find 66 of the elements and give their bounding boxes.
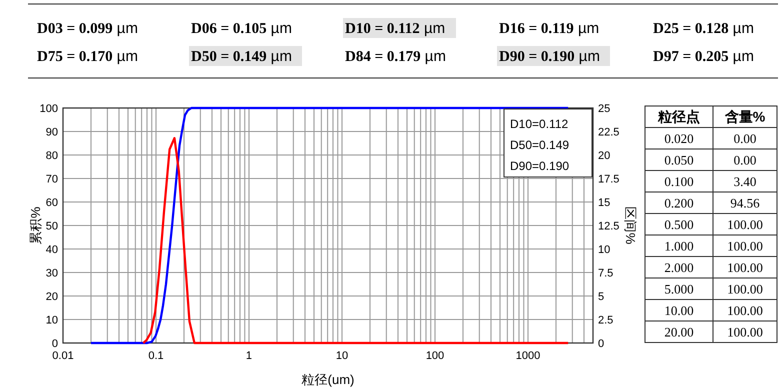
x-tick-label: 0.01 <box>52 350 74 362</box>
text: D90 = 0.190 µm <box>499 48 600 65</box>
y-tick-label: 90 <box>46 126 58 138</box>
text: 100.00 <box>727 303 763 318</box>
text: 0.020 <box>664 131 694 146</box>
y-tick-label: 100 <box>40 103 58 115</box>
annotation: D50=0.149 <box>510 138 570 152</box>
text: 100.00 <box>727 238 763 254</box>
text: 1.000 <box>664 238 694 254</box>
y-tick-label: 60 <box>46 197 58 209</box>
y2-tick-label: 17.5 <box>598 174 620 186</box>
text: 5.000 <box>664 282 694 296</box>
y2-tick-label: 0 <box>598 338 604 350</box>
text: 100.00 <box>727 260 763 275</box>
y2-axis-title: 区间% <box>623 206 638 245</box>
text: 0.100 <box>664 174 694 189</box>
x-tick-label: 1 <box>246 350 252 362</box>
text: 粒径点 <box>657 108 700 124</box>
text: 100.00 <box>727 324 763 340</box>
text: D06 = 0.105 µm <box>191 20 292 37</box>
x-axis-title: 粒径(um) <box>302 372 354 387</box>
y-tick-label: 10 <box>46 314 58 326</box>
text: 3.40 <box>734 174 756 189</box>
x-tick-label: 100 <box>426 350 444 362</box>
text: D16 = 0.119 µm <box>499 20 600 37</box>
y-tick-label: 70 <box>46 174 58 186</box>
y2-tick-label: 5 <box>598 291 604 303</box>
annotation: D90=0.190 <box>510 159 570 173</box>
y-tick-label: 40 <box>46 244 58 256</box>
y-tick-label: 80 <box>46 150 58 162</box>
annotation: D10=0.112 <box>510 117 568 131</box>
text: D10 = 0.112 µm <box>345 20 446 37</box>
y2-tick-label: 10 <box>598 244 610 256</box>
text: 0.00 <box>734 152 756 168</box>
text: D84 = 0.179 µm <box>345 48 446 65</box>
text: D75 = 0.170 µm <box>37 48 138 65</box>
y2-tick-label: 20 <box>598 150 610 162</box>
y-tick-label: 50 <box>46 220 58 232</box>
text: 0.500 <box>664 217 694 232</box>
y2-tick-label: 15 <box>598 197 610 209</box>
y-tick-label: 20 <box>46 291 58 303</box>
y-tick-label: 0 <box>52 338 58 350</box>
y2-tick-label: 7.5 <box>598 268 614 280</box>
x-tick-label: 1000 <box>516 350 540 362</box>
x-tick-label: 0.1 <box>148 350 164 362</box>
y2-tick-label: 22.5 <box>598 126 620 138</box>
text: D03 = 0.099 µm <box>37 20 138 37</box>
text: D50 = 0.149 µm <box>191 48 292 65</box>
text: 100.00 <box>727 282 763 296</box>
y2-tick-label: 2.5 <box>598 314 614 326</box>
y-tick-label: 30 <box>46 268 58 280</box>
text: D97 = 0.205 µm <box>653 48 754 65</box>
text: 0.200 <box>664 196 694 210</box>
text: D25 = 0.128 µm <box>653 20 754 37</box>
text: 0.00 <box>734 131 756 146</box>
x-tick-label: 10 <box>336 350 348 362</box>
text: 2.000 <box>664 260 694 275</box>
text: 10.00 <box>664 303 694 318</box>
text: 含量% <box>724 108 766 124</box>
text: 100.00 <box>727 217 763 232</box>
text: 20.00 <box>664 324 694 340</box>
y2-tick-label: 25 <box>598 103 610 115</box>
text: 0.050 <box>664 152 694 168</box>
y2-tick-label: 12.5 <box>598 220 620 232</box>
text: 94.56 <box>730 196 760 210</box>
y-axis-title: 累积% <box>28 206 43 244</box>
